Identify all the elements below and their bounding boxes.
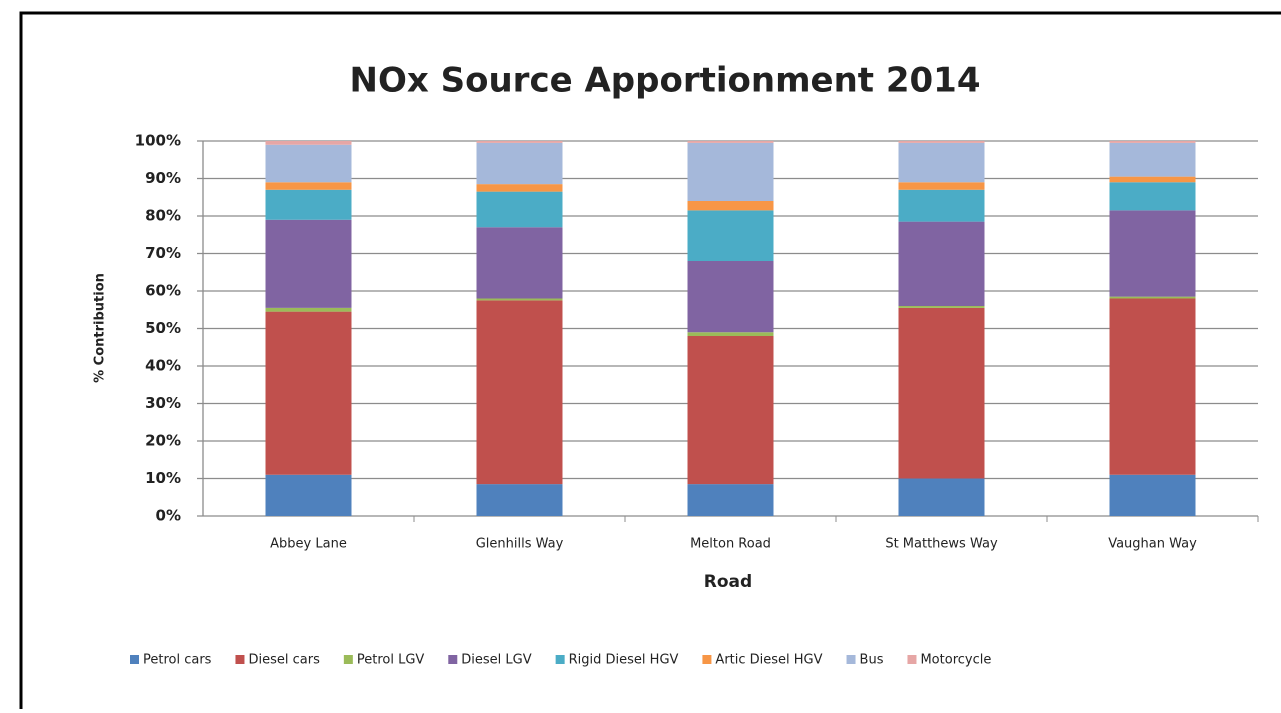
bar-segment <box>687 142 774 201</box>
bar-segment <box>898 141 985 143</box>
bar-segment <box>898 307 985 479</box>
chart-title: NOx Source Apportionment 2014 <box>350 61 981 101</box>
legend-label: Diesel LGV <box>461 653 531 668</box>
legend-swatch <box>846 655 856 664</box>
bar-segment <box>898 478 985 516</box>
legend-label: Petrol cars <box>143 653 212 668</box>
bar-segment <box>265 141 352 145</box>
bar-segment <box>476 141 563 143</box>
legend-label: Bus <box>860 653 884 668</box>
bar-segment <box>265 189 352 220</box>
bar-segment <box>476 184 563 192</box>
y-tick-label: 10% <box>145 469 181 487</box>
bar-segment <box>265 219 352 308</box>
legend-swatch <box>448 655 458 664</box>
legend-swatch <box>130 655 139 664</box>
bar-segment <box>898 221 985 306</box>
bar-segment <box>687 336 774 485</box>
y-tick-label: 40% <box>145 357 181 375</box>
y-tick-label: 50% <box>145 319 181 337</box>
bar-segment <box>687 201 774 211</box>
bar-segment <box>1109 296 1196 299</box>
bar-segment <box>265 474 352 516</box>
x-tick-label: Abbey Lane <box>270 537 347 552</box>
y-tick-label: 90% <box>145 169 181 187</box>
x-tick-label: St Matthews Way <box>885 537 998 552</box>
bar-segment <box>898 142 985 183</box>
y-tick-label: 60% <box>145 282 181 300</box>
legend-label: Artic Diesel HGV <box>715 653 822 668</box>
bar-segment <box>476 484 563 516</box>
x-axis-title: Road <box>704 572 752 592</box>
bar-segment <box>1109 141 1196 143</box>
bar-segment <box>265 144 352 183</box>
bar-segment <box>687 261 774 333</box>
bar-segment <box>265 311 352 475</box>
bar-segment <box>687 484 774 516</box>
bar-segment <box>476 227 563 299</box>
y-tick-label: 20% <box>145 432 181 450</box>
x-tick-label: Vaughan Way <box>1108 537 1197 552</box>
legend-swatch <box>702 655 712 664</box>
x-tick-label: Melton Road <box>690 537 771 552</box>
bar-segment <box>476 300 563 485</box>
bar-segment <box>265 182 352 190</box>
frame <box>19 11 1281 713</box>
legend-label: Diesel cars <box>248 653 320 668</box>
y-axis-title: % Contribution <box>93 273 108 383</box>
bar-segment <box>265 307 352 312</box>
y-tick-label: 80% <box>145 207 181 225</box>
legend-swatch <box>235 655 245 664</box>
y-tick-label: 100% <box>135 132 181 150</box>
bar-segment <box>1109 182 1196 211</box>
bar-segment <box>687 210 774 261</box>
legend-swatch <box>907 655 917 664</box>
bar-segment <box>476 191 563 228</box>
bar-segment <box>898 182 985 190</box>
bar-segment <box>1109 142 1196 177</box>
x-tick-label: Glenhills Way <box>476 537 564 552</box>
bar-segment <box>476 298 563 301</box>
legend-label: Rigid Diesel HGV <box>569 653 679 668</box>
legend-swatch <box>555 655 565 664</box>
bar-segment <box>476 142 563 185</box>
bar-segment <box>1109 210 1196 297</box>
bar-segment <box>898 189 985 222</box>
legend-label: Motorcycle <box>920 653 991 668</box>
legend-label: Petrol LGV <box>357 653 425 668</box>
y-tick-label: 0% <box>156 507 181 525</box>
bar-segment <box>687 141 774 143</box>
bar-segment <box>687 332 774 336</box>
bar-segment <box>1109 176 1196 183</box>
bar-segment <box>1109 474 1196 516</box>
legend-swatch <box>343 655 353 664</box>
bar-segment <box>1109 298 1196 475</box>
y-tick-label: 30% <box>145 394 181 412</box>
bar-segment <box>898 306 985 308</box>
y-tick-label: 70% <box>145 244 181 262</box>
